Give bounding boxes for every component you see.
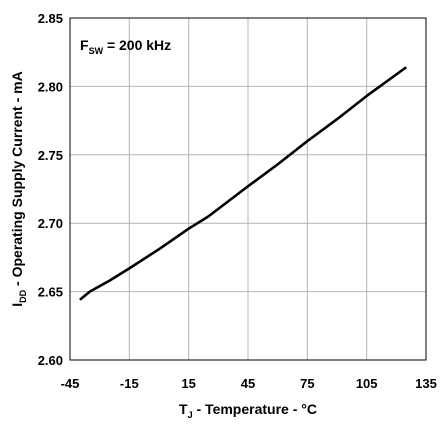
supply-current-line (79, 66, 407, 301)
y-tick-labels: 2.60 2.65 2.70 2.75 2.80 2.85 (38, 11, 63, 368)
series-layer (79, 66, 407, 301)
x-tick-label: -15 (120, 376, 139, 391)
y-tick-label: 2.70 (38, 216, 63, 231)
x-axis-label-sub: J (188, 410, 193, 420)
annotation-main: F (80, 37, 89, 53)
x-tick-label: 15 (181, 376, 195, 391)
y-axis-label: IDD - Operating Supply Current - mA (9, 71, 28, 306)
fsw-annotation: FSW = 200 kHz (80, 37, 171, 56)
grid-layer (69, 17, 427, 361)
y-tick-label: 2.80 (38, 79, 63, 94)
x-axis-label: TJ - Temperature - °C (179, 401, 317, 420)
y-axis-label-main: I (9, 303, 25, 307)
y-tick-label: 2.60 (38, 353, 63, 368)
x-tick-label: 135 (415, 376, 437, 391)
annotation-sub: SW (89, 46, 104, 56)
annotation-rest: = 200 kHz (103, 37, 171, 53)
y-axis-label-sub: DD (18, 289, 28, 302)
x-axis-label-main: T (179, 401, 188, 417)
plot-frame (69, 17, 427, 361)
y-tick-label: 2.65 (38, 285, 63, 300)
x-tick-label: -45 (61, 376, 80, 391)
y-tick-label: 2.75 (38, 148, 63, 163)
y-axis-label-rest: - Operating Supply Current - mA (9, 71, 25, 290)
x-tick-label: 45 (241, 376, 255, 391)
x-tick-labels: -45 -15 15 45 75 105 135 (61, 376, 437, 391)
y-tick-label: 2.85 (38, 11, 63, 26)
x-tick-label: 105 (356, 376, 378, 391)
x-tick-label: 75 (300, 376, 314, 391)
x-axis-label-rest: - Temperature - °C (193, 401, 317, 417)
